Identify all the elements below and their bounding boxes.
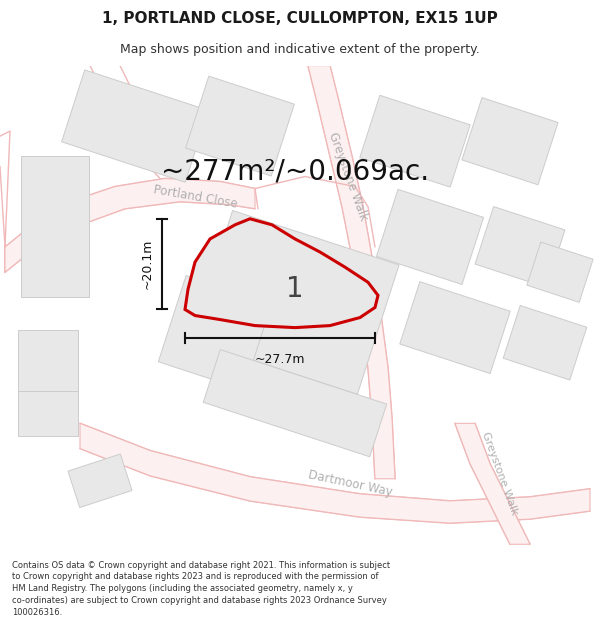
Text: Dartmoor Way: Dartmoor Way [307,469,393,499]
Text: ~20.1m: ~20.1m [141,239,154,289]
Polygon shape [308,66,395,479]
Polygon shape [475,207,565,288]
Polygon shape [185,76,295,176]
Text: Greystone Walk: Greystone Walk [481,431,520,517]
Polygon shape [158,276,272,390]
Text: Greystone Walk: Greystone Walk [326,131,370,222]
Polygon shape [191,211,399,394]
Polygon shape [21,156,89,298]
Polygon shape [462,98,558,185]
Text: 1, PORTLAND CLOSE, CULLOMPTON, EX15 1UP: 1, PORTLAND CLOSE, CULLOMPTON, EX15 1UP [102,11,498,26]
Text: 1: 1 [286,276,304,303]
Text: Contains OS data © Crown copyright and database right 2021. This information is : Contains OS data © Crown copyright and d… [12,561,390,617]
Polygon shape [18,391,78,436]
Polygon shape [62,70,208,182]
Polygon shape [18,330,78,396]
Polygon shape [503,306,587,380]
Polygon shape [80,423,590,523]
Polygon shape [5,179,255,272]
Text: ~27.7m: ~27.7m [255,352,305,366]
Text: ~277m²/~0.069ac.: ~277m²/~0.069ac. [161,158,429,186]
Polygon shape [400,282,510,374]
Polygon shape [376,189,484,284]
Polygon shape [455,423,530,544]
Polygon shape [185,219,378,328]
Text: Map shows position and indicative extent of the property.: Map shows position and indicative extent… [120,42,480,56]
Polygon shape [527,242,593,302]
Polygon shape [68,454,132,508]
Polygon shape [360,95,470,187]
Text: Portland Close: Portland Close [152,183,238,211]
Polygon shape [203,349,387,457]
